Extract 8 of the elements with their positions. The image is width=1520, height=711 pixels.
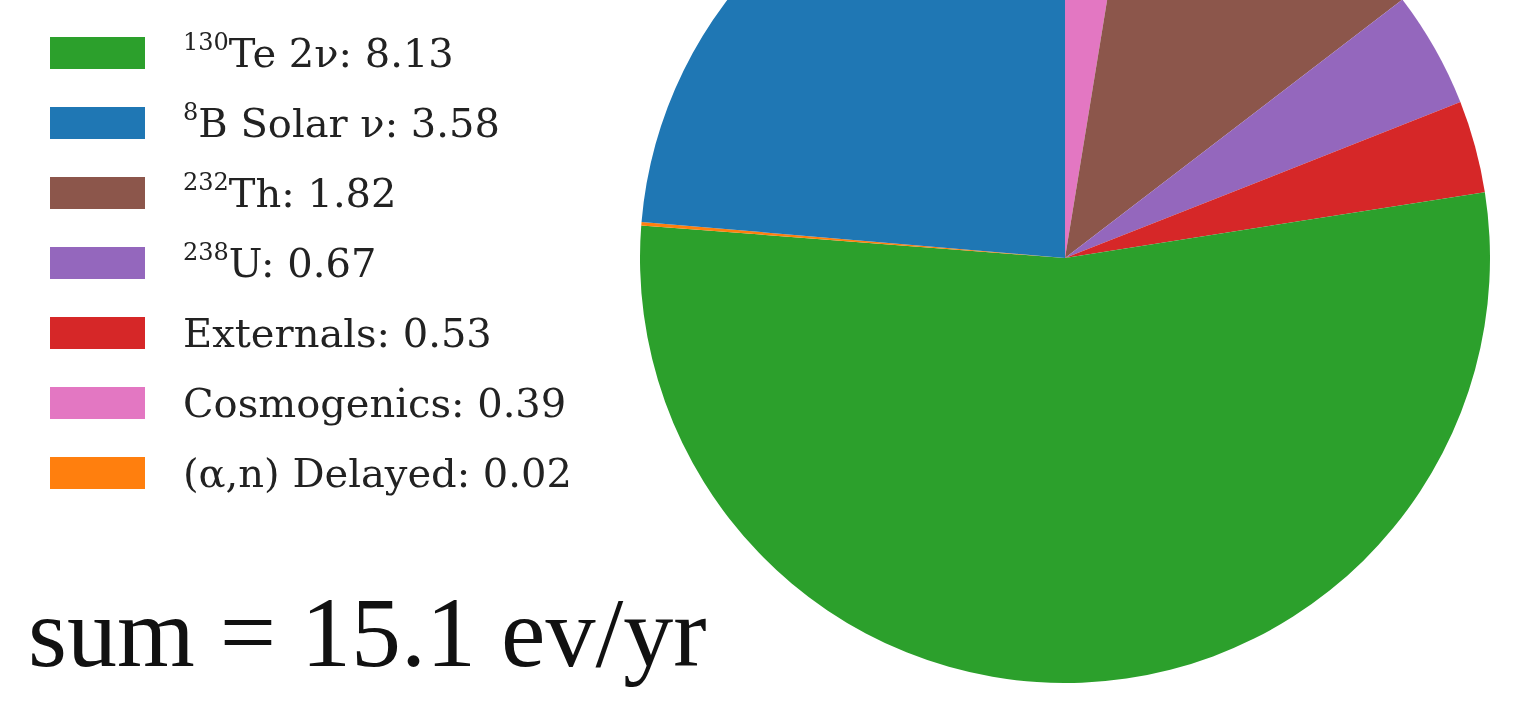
text: sum = 15.1 ev/yr [28, 576, 707, 690]
legend-label: Externals: 0.53 [183, 310, 492, 356]
legend-label: $^{130}$Te 2ν: 8.13 [183, 28, 454, 76]
legend-label: $^{238}$U: 0.67 [183, 238, 377, 286]
legend-label: $^{232}$Th: 1.82 [183, 168, 397, 216]
legend-label: (α,n) Delayed: 0.02 [183, 450, 572, 496]
legend-label: $^{8}$B Solar ν: 3.58 [183, 98, 500, 146]
legend-label: Cosmogenics: 0.39 [183, 380, 567, 426]
